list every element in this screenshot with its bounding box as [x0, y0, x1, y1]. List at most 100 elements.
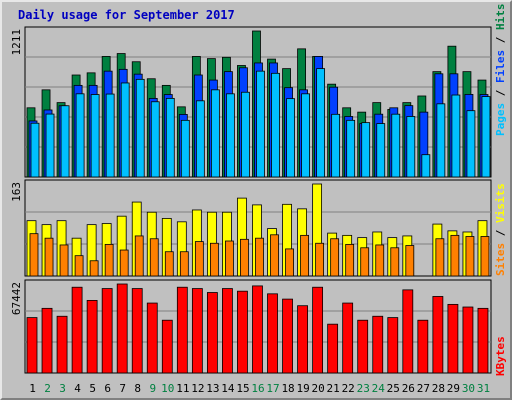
day-label: 30	[462, 382, 475, 395]
pages-bar	[75, 93, 85, 178]
kbytes-bar	[41, 307, 53, 374]
kbytes-bar	[402, 289, 414, 374]
legend-bottom: KBytes	[494, 336, 507, 376]
pages-bar	[241, 91, 250, 178]
day-label: 8	[134, 382, 141, 395]
sites-bar	[300, 234, 309, 277]
day-label: 24	[372, 382, 386, 395]
kbytes-bar	[56, 315, 68, 374]
day-label: 29	[447, 382, 460, 395]
day-label: 26	[402, 382, 415, 395]
kbytes-bar	[116, 283, 128, 374]
chart-title: Daily usage for September 2017	[18, 8, 235, 22]
sites-bar	[29, 233, 39, 277]
kbytes-bar	[327, 323, 339, 374]
kbytes-bar	[357, 319, 369, 374]
day-label: 12	[191, 382, 204, 395]
day-label: 21	[327, 382, 340, 395]
legend-separator: /	[494, 83, 507, 103]
pages-bar	[226, 93, 235, 178]
day-label: 7	[119, 382, 126, 395]
day-label: 27	[417, 382, 430, 395]
day-label: 6	[104, 382, 111, 395]
legend-top: Pages / Files / Hits	[494, 4, 507, 137]
day-label: 2	[44, 382, 51, 395]
day-label: 17	[266, 382, 279, 395]
legend-visits: Visits	[494, 183, 507, 223]
day-label: 10	[161, 382, 174, 395]
kbytes-bar	[372, 315, 384, 374]
sites-bar	[390, 247, 400, 277]
pages-bar	[45, 113, 55, 178]
kbytes-bar	[131, 288, 143, 374]
day-label: 25	[387, 382, 400, 395]
pages-bar	[165, 97, 175, 178]
day-label: 28	[432, 382, 445, 395]
sites-bar	[405, 245, 415, 277]
legend-separator: /	[494, 30, 507, 50]
pages-bar	[180, 119, 190, 178]
day-label: 3	[59, 382, 66, 395]
sites-bar	[44, 237, 54, 277]
kbytes-bar	[252, 285, 263, 374]
pages-bar	[30, 122, 40, 178]
kbytes-bar	[342, 302, 354, 374]
kbytes-bar	[432, 296, 444, 374]
kbytes-bar	[176, 286, 188, 374]
legend-middle: Sites / Visits	[494, 183, 507, 276]
sites-bar	[315, 242, 325, 277]
pages-bar	[421, 154, 431, 178]
day-label: 20	[312, 382, 325, 395]
kbytes-bar	[26, 317, 38, 374]
legend-kbytes: KBytes	[494, 336, 507, 376]
sites-bar	[209, 242, 219, 277]
sites-bar	[345, 243, 355, 277]
pages-bar	[436, 103, 446, 178]
day-label: 14	[221, 382, 235, 395]
day-label: 11	[176, 382, 189, 395]
pages-bar	[256, 70, 265, 178]
pages-bar	[376, 123, 386, 178]
pages-bar	[331, 113, 341, 178]
kbytes-bar	[387, 317, 399, 374]
pages-bar	[346, 119, 356, 178]
y-max-label: 1211	[10, 29, 23, 56]
kbytes-bar	[71, 286, 83, 374]
kbytes-bar	[237, 290, 248, 374]
sites-bar	[149, 238, 159, 277]
sites-bar	[330, 238, 340, 277]
y-max-label: 67442	[10, 282, 23, 315]
pages-bar	[210, 89, 220, 178]
pages-bar	[316, 68, 326, 178]
pages-bar	[481, 96, 491, 178]
pages-bar	[60, 105, 70, 178]
sites-bar	[164, 251, 174, 277]
day-label: 13	[206, 382, 219, 395]
day-label: 18	[281, 382, 294, 395]
kbytes-bar	[206, 292, 218, 374]
y-max-label: 163	[10, 182, 23, 202]
pages-bar	[105, 93, 115, 178]
kbytes-bar	[297, 305, 308, 374]
sites-bar	[194, 241, 204, 277]
legend-hits: Hits	[494, 4, 507, 31]
sites-bar	[480, 236, 490, 277]
sites-bar	[179, 251, 189, 277]
sites-bar	[119, 249, 129, 277]
sites-bar	[89, 260, 99, 277]
kbytes-bar	[222, 288, 233, 374]
pages-bar	[120, 82, 130, 178]
pages-bar	[301, 93, 310, 178]
sites-bar	[285, 248, 294, 277]
sites-bar	[59, 244, 69, 277]
pages-bar	[391, 113, 401, 178]
kbytes-bar	[447, 303, 459, 374]
kbytes-bar	[86, 300, 98, 374]
legend-separator: /	[494, 223, 507, 243]
day-label: 19	[296, 382, 309, 395]
kbytes-bar	[101, 288, 113, 374]
day-label: 4	[74, 382, 81, 395]
sites-bar	[435, 238, 445, 277]
kbytes-bar	[191, 288, 203, 374]
